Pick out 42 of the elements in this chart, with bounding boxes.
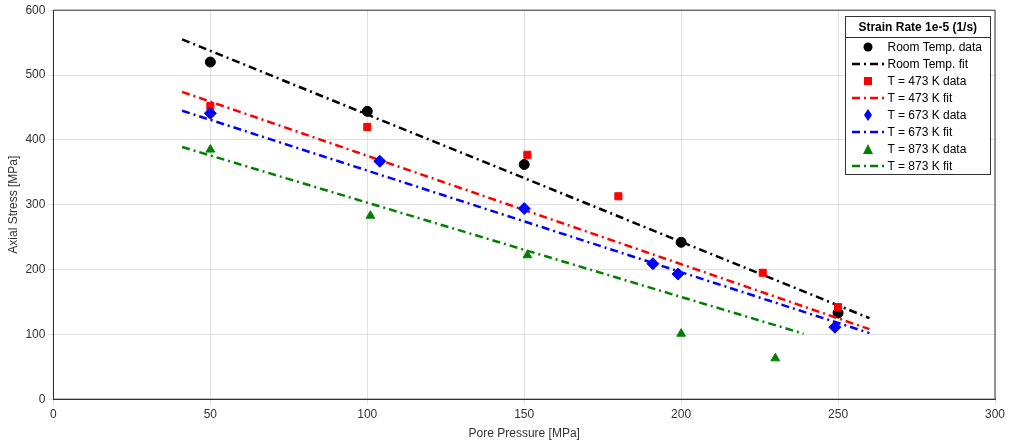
legend-title: Strain Rate 1e-5 (1/s) xyxy=(845,17,990,38)
legend-label: T = 473 K fit xyxy=(887,90,953,105)
x-tick-label: 300 xyxy=(984,406,1006,421)
y-tick-label: 100 xyxy=(25,326,46,341)
y-tick-label: 200 xyxy=(25,261,46,276)
legend-label: T = 873 K data xyxy=(887,141,967,156)
y-tick-label: 600 xyxy=(25,2,46,17)
point xyxy=(770,352,781,362)
point xyxy=(517,202,531,216)
x-tick-label: 200 xyxy=(671,406,692,421)
point xyxy=(676,328,686,337)
point xyxy=(646,257,660,271)
legend-label: T = 673 K data xyxy=(887,107,967,122)
legend-label: Room Temp. data xyxy=(887,39,982,54)
y-tick-label: 500 xyxy=(25,67,46,82)
point xyxy=(834,303,843,312)
point xyxy=(614,192,623,201)
y-tick-label: 400 xyxy=(25,132,46,147)
x-tick-label: 0 xyxy=(50,406,58,421)
point xyxy=(758,268,767,277)
x-tick-label: 50 xyxy=(203,406,218,421)
x-tick-label: 100 xyxy=(357,406,378,421)
x-tick-label: 150 xyxy=(514,406,535,421)
legend-label: T = 473 K data xyxy=(887,73,967,88)
legend-label: T = 873 K fit xyxy=(887,158,953,173)
point xyxy=(203,106,217,120)
point xyxy=(205,144,216,153)
point xyxy=(522,249,533,259)
legend-label: T = 673 K fit xyxy=(887,124,953,139)
x-tick-label: 250 xyxy=(828,406,849,421)
point xyxy=(373,154,387,168)
point xyxy=(363,122,372,131)
x-axis-title: Pore Pressure [MPa] xyxy=(468,426,580,441)
y-axis-title: Axial Stress [MPa] xyxy=(5,155,20,254)
point xyxy=(828,320,842,334)
y-tick-label: 0 xyxy=(38,391,46,406)
point xyxy=(204,56,216,68)
point xyxy=(518,159,530,170)
point xyxy=(523,150,532,159)
point xyxy=(365,210,376,219)
y-tick-label: 300 xyxy=(25,197,46,212)
legend-label: Room Temp. fit xyxy=(887,56,968,71)
